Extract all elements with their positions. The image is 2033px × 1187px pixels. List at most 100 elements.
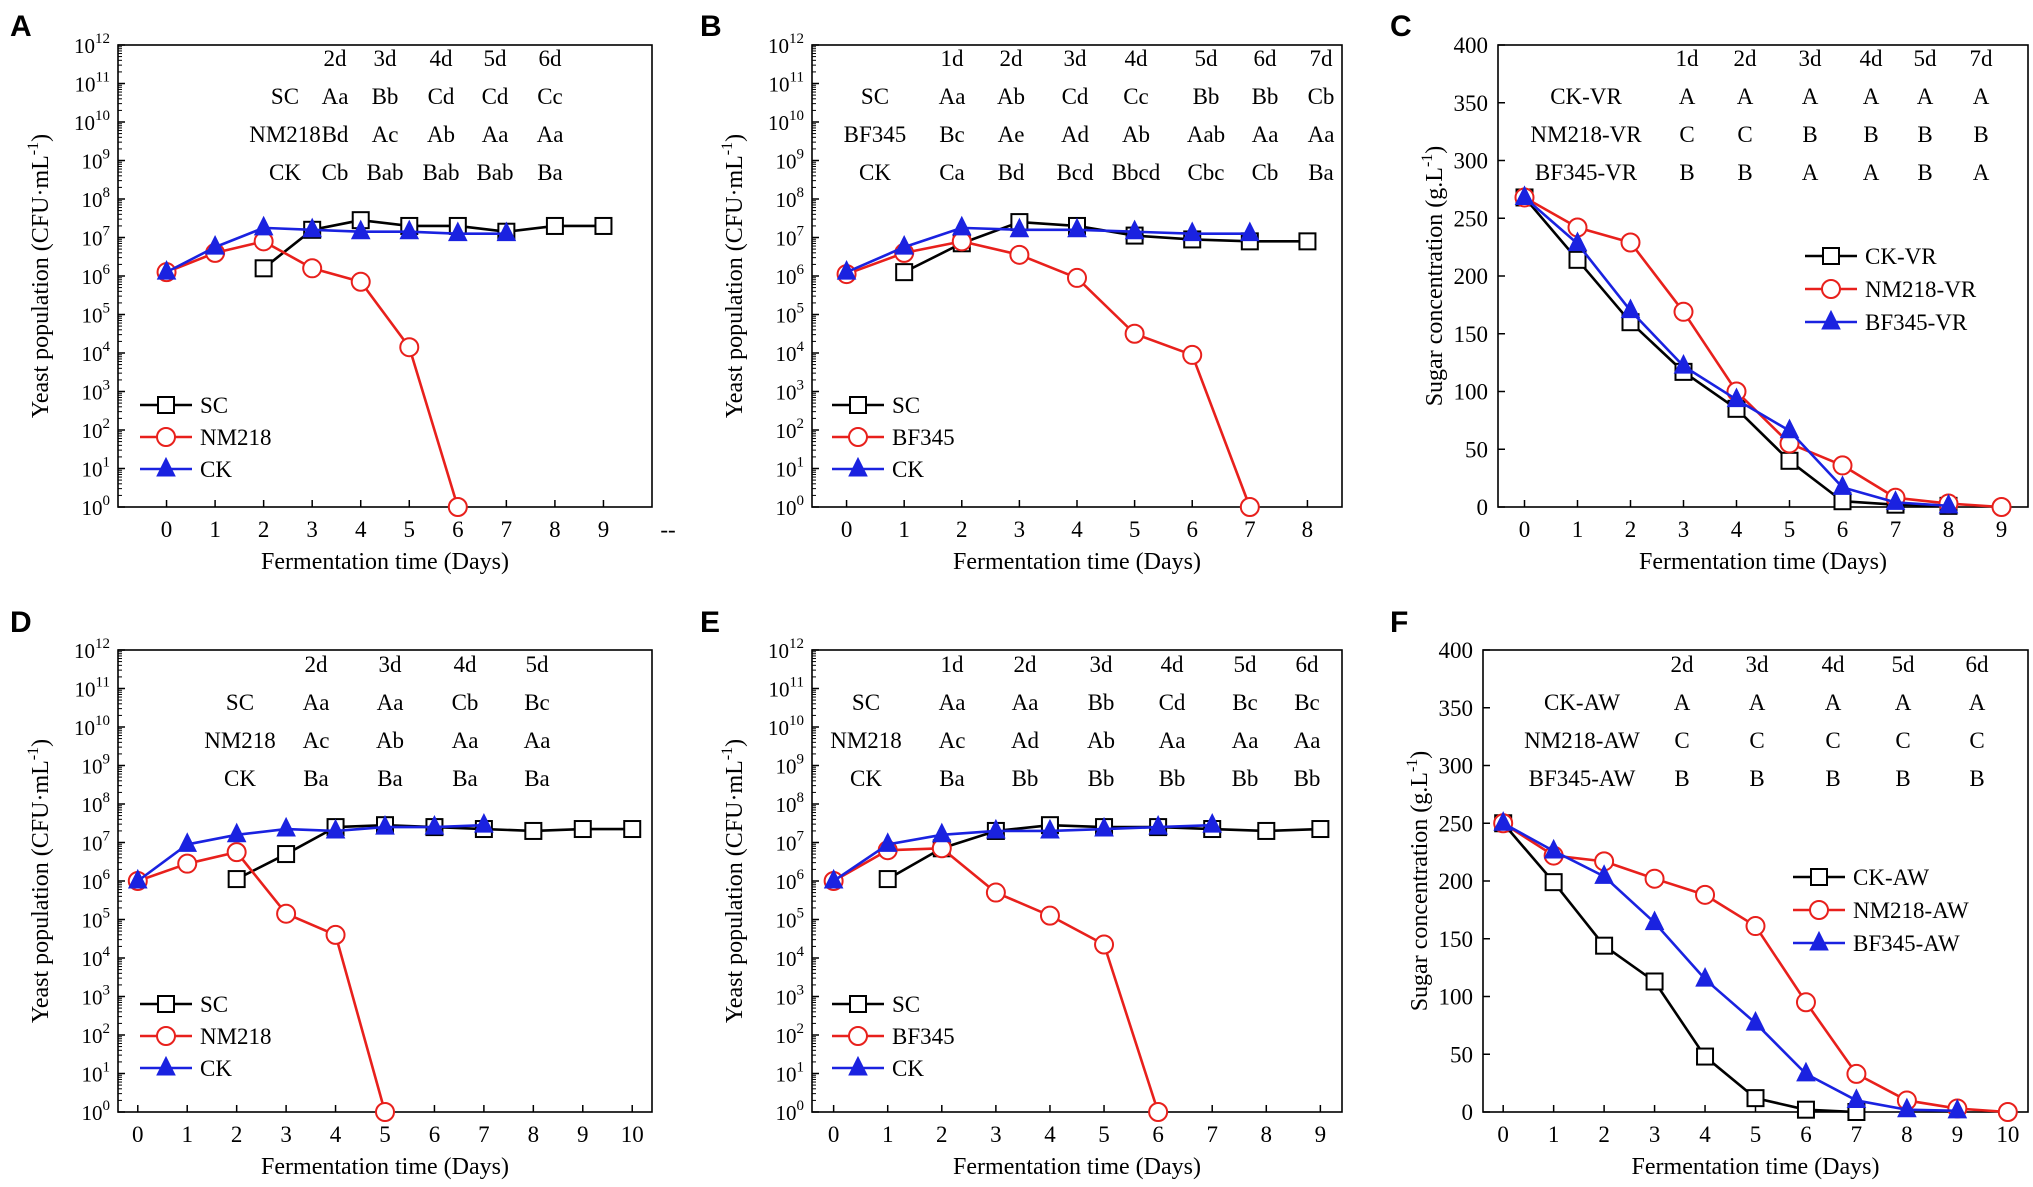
x-tick-label: 2 [258, 517, 270, 542]
x-tick-label: 9 [1315, 1122, 1327, 1147]
series-bf345-vr [1514, 185, 1959, 514]
data-point [127, 868, 148, 889]
data-point [623, 820, 642, 839]
panel-b: B 0 1 2 3 4 5 6 7 8 100 101 102 103 104 105 106 107 108 109… [700, 10, 1343, 575]
table-cell: C [1969, 728, 1984, 753]
data-point [1796, 1061, 1816, 1082]
y-tick-label: 1011 [75, 675, 110, 702]
y-axis-label: Yeast population (CFU·mL-1) [25, 739, 54, 1023]
data-point [1257, 821, 1276, 840]
x-tick-label: 4 [355, 517, 367, 542]
table-cell: A [1802, 160, 1819, 185]
data-point [1182, 344, 1203, 365]
table-cell: Bb [372, 84, 399, 109]
table-cell: Aa [452, 728, 479, 753]
legend-label: BF345 [892, 1024, 955, 1049]
x-tick-label: 3 [1649, 1122, 1661, 1147]
table-cell: Bc [1294, 690, 1320, 715]
table-row-label: CK-AW [1544, 690, 1620, 715]
legend-label: NM218 [200, 1024, 272, 1049]
series-line [1523, 196, 2002, 509]
data-point [1124, 219, 1145, 240]
legend: CK-VR NM218-VR BF345-VR [1805, 244, 1977, 335]
x-axis-label: Fermentation time (Days) [1632, 1154, 1880, 1180]
table-row-label: SC [861, 84, 889, 109]
x-axis-label: Fermentation time (Days) [953, 549, 1201, 575]
y-tick-label: 101 [82, 455, 111, 482]
data-point [1795, 992, 1816, 1013]
y-tick-label: 105 [82, 301, 111, 328]
table-cell: Ae [998, 122, 1025, 147]
data-point [1726, 387, 1747, 408]
y-tick-label: 109 [82, 752, 111, 779]
table-header: 4d [454, 652, 478, 677]
table-cell: Ba [1308, 160, 1334, 185]
legend-label: NM218-AW [1853, 898, 1969, 923]
legend-label: SC [892, 992, 920, 1017]
y-tick-label: 1010 [74, 108, 110, 135]
table-cell: Cd [482, 84, 509, 109]
table-cell: Ca [939, 160, 965, 185]
data-point [1846, 1063, 1867, 1084]
table-cell: B [1749, 766, 1764, 791]
legend: CK-AW NM218-AW BF345-AW [1793, 865, 1969, 956]
x-tick-label: 1 [1548, 1122, 1560, 1147]
table-cell: Bb [1012, 766, 1039, 791]
legend-label: CK-VR [1865, 244, 1937, 269]
series-line [1502, 822, 2008, 1114]
data-point [226, 822, 247, 843]
y-tick-label: 102 [82, 1021, 111, 1048]
y-tick-label: 400 [1439, 638, 1474, 663]
table-cell: Ab [997, 84, 1025, 109]
table-header: 3d [1090, 652, 1114, 677]
x-tick-label: 0 [132, 1122, 144, 1147]
table-cell: Cb [1252, 160, 1279, 185]
y-tick-label: 105 [776, 906, 805, 933]
table-header: 4d [1860, 46, 1884, 71]
table-header: 5d [1234, 652, 1258, 677]
data-point [1094, 816, 1114, 837]
x-tick-label: 2 [231, 1122, 243, 1147]
plot-frame [1482, 649, 2029, 1113]
significance-table: 2d 3d 4d 5d 6d CK-AW A A A A A NM218-AW C C C C C BF345-A… [1524, 652, 1989, 791]
series-ck [127, 813, 494, 889]
y-tick-label: 200 [1454, 264, 1489, 289]
x-tick-label: 5 [379, 1122, 391, 1147]
legend-label: SC [200, 992, 228, 1017]
legend-label: BF345 [892, 425, 955, 450]
table-header: 6d [1254, 46, 1278, 71]
data-point [1885, 490, 1906, 510]
legend-marker [156, 456, 176, 477]
table-cell: B [1973, 122, 1988, 147]
panel-label: F [1390, 606, 1408, 639]
table-cell: A [1973, 160, 1990, 185]
data-point [1696, 1047, 1715, 1066]
legend: SC NM218 CK [140, 393, 272, 482]
data-point [1644, 868, 1665, 889]
legend-marker [848, 1055, 868, 1076]
y-tick-label: 104 [776, 339, 805, 366]
table-cell: Cd [428, 84, 455, 109]
table-cell: A [1969, 690, 1986, 715]
y-tick-label: 1011 [769, 675, 804, 702]
panel-c: C 0 1 2 3 4 5 6 7 8 9 0 50 100 150 200 250 300 350 400 Ferme… [1390, 10, 2029, 575]
x-tick-label: 6 [452, 517, 464, 542]
series-ck [836, 215, 1260, 280]
x-tick-label: 9 [1952, 1122, 1964, 1147]
table-cell: Aa [1159, 728, 1186, 753]
data-point [1009, 244, 1030, 265]
y-tick-label: 107 [776, 829, 805, 856]
y-tick-label: 107 [776, 224, 805, 251]
table-cell: Ab [376, 728, 404, 753]
table-cell: Aa [524, 728, 551, 753]
data-point [1695, 884, 1716, 905]
data-point [226, 842, 247, 863]
x-tick-label: 6 [1800, 1122, 1812, 1147]
data-point [177, 832, 198, 852]
panel-label: D [10, 606, 32, 639]
data-point [1897, 1097, 1917, 1118]
table-header: 4d [430, 46, 454, 71]
data-point [931, 822, 952, 843]
data-point [205, 235, 225, 255]
